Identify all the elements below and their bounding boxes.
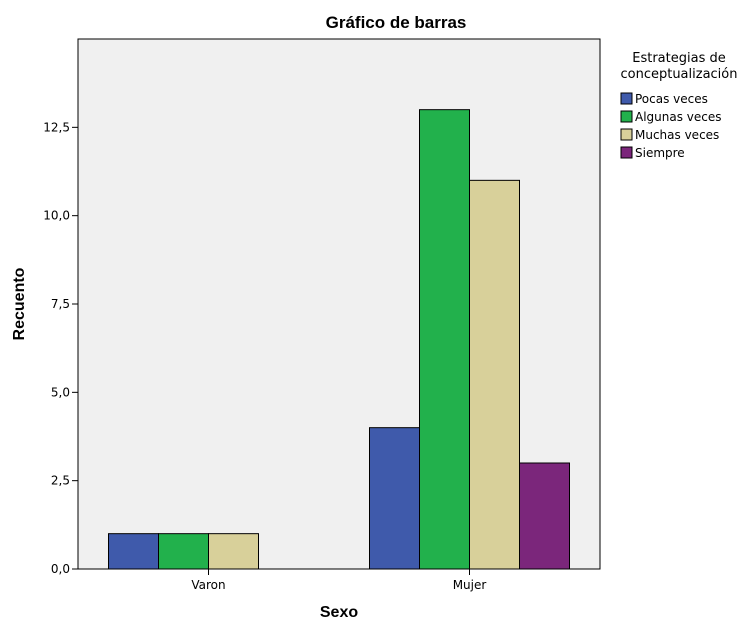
legend: Estrategias de conceptualización Pocas v…	[620, 51, 737, 160]
y-axis-title: Recuento	[11, 267, 28, 340]
bar-mujer-1	[369, 427, 420, 570]
bar-mujer-3	[469, 179, 520, 570]
bar-varon-3	[208, 533, 259, 570]
legend-label-2: Algunas veces	[635, 110, 722, 124]
bar-mujer-2	[419, 109, 470, 570]
y-tick-label-3: 7,5	[51, 297, 70, 311]
x-tick-label-1: Mujer	[453, 578, 487, 592]
bar-mujer-4	[519, 462, 570, 570]
legend-swatch-1	[620, 92, 633, 105]
legend-label-3: Muchas veces	[635, 128, 719, 142]
legend-label-1: Pocas veces	[635, 92, 708, 106]
y-tick-label-5: 12,5	[43, 120, 70, 134]
y-axis: 0,0 2,5 5,0 7,5 10,0 12,5	[43, 120, 78, 576]
bar-varon-1	[108, 533, 159, 570]
bar-varon-2	[158, 533, 209, 570]
chart-title: Gráfico de barras	[326, 13, 467, 32]
legend-swatch-3	[620, 128, 633, 141]
legend-title-line-1: Estrategias de	[632, 51, 725, 66]
legend-label-4: Siempre	[635, 146, 685, 160]
x-tick-label-0: Varon	[191, 578, 225, 592]
y-tick-label-4: 10,0	[43, 209, 70, 223]
legend-swatch-4	[620, 146, 633, 159]
legend-swatch-2	[620, 110, 633, 123]
y-tick-label-1: 2,5	[51, 474, 70, 488]
x-axis-title: Sexo	[320, 604, 358, 621]
x-axis: Varon Mujer	[191, 569, 486, 592]
legend-title-line-2: conceptualización	[620, 67, 737, 82]
y-tick-label-2: 5,0	[51, 385, 70, 399]
y-tick-label-0: 0,0	[51, 562, 70, 576]
bars	[108, 109, 570, 570]
